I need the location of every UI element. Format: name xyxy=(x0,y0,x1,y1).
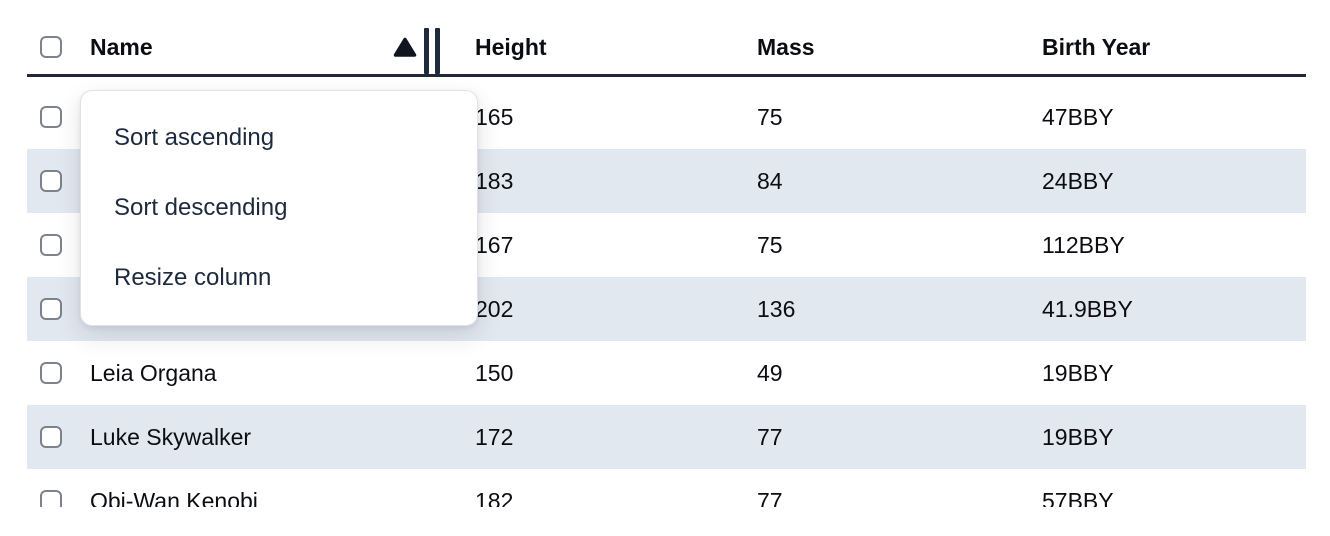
column-header-menu: Sort ascending Sort descending Resize co… xyxy=(80,90,478,326)
table-row: Obi-Wan Kenobi 182 77 57BBY xyxy=(27,469,1306,507)
cell-height: 172 xyxy=(475,423,514,450)
menu-item-sort-descending[interactable]: Sort descending xyxy=(114,194,288,221)
cell-height: 182 xyxy=(475,487,514,508)
row-checkbox[interactable] xyxy=(40,298,62,320)
sort-ascending-icon[interactable] xyxy=(393,37,417,57)
table-row: Luke Skywalker 172 77 19BBY xyxy=(27,405,1306,469)
cell-name: Leia Organa xyxy=(90,359,217,386)
resize-bar xyxy=(424,28,429,74)
cell-mass: 75 xyxy=(757,231,783,258)
table-header-row: Name Height Mass Birth Year xyxy=(27,20,1306,77)
cell-birth-year: 41.9BBY xyxy=(1042,295,1133,322)
header-select-cell xyxy=(27,36,80,58)
table-row: 165 75 47BBY xyxy=(27,85,1306,149)
cell-mass: 136 xyxy=(757,295,796,322)
menu-item-sort-ascending[interactable]: Sort ascending xyxy=(114,124,275,151)
cell-height: 167 xyxy=(475,231,514,258)
select-all-checkbox[interactable] xyxy=(40,36,62,58)
table-row: 167 75 112BBY xyxy=(27,213,1306,277)
column-header-birth-year[interactable]: Birth Year xyxy=(1042,33,1151,60)
menu-item-resize-column[interactable]: Resize column xyxy=(114,264,272,291)
cell-birth-year: 112BBY xyxy=(1042,231,1125,258)
table-row: Leia Organa 150 49 19BBY xyxy=(27,341,1306,405)
row-checkbox[interactable] xyxy=(40,426,62,448)
row-checkbox[interactable] xyxy=(40,170,62,192)
cell-birth-year: 57BBY xyxy=(1042,487,1114,508)
column-header-name[interactable]: Name xyxy=(80,20,445,74)
cell-mass: 49 xyxy=(757,359,783,386)
cell-name: Obi-Wan Kenobi xyxy=(90,487,258,508)
cell-height: 150 xyxy=(475,359,514,386)
row-checkbox[interactable] xyxy=(40,234,62,256)
row-checkbox[interactable] xyxy=(40,362,62,384)
cell-height: 202 xyxy=(475,295,514,322)
column-header-label: Name xyxy=(90,33,153,60)
cell-name: Luke Skywalker xyxy=(90,423,252,450)
cell-birth-year: 47BBY xyxy=(1042,103,1114,130)
row-checkbox[interactable] xyxy=(40,490,62,507)
cell-birth-year: 19BBY xyxy=(1042,423,1114,450)
cell-height: 165 xyxy=(475,103,514,130)
cell-mass: 77 xyxy=(757,487,783,508)
cell-birth-year: 24BBY xyxy=(1042,167,1114,194)
cell-mass: 77 xyxy=(757,423,783,450)
column-header-mass[interactable]: Mass xyxy=(757,33,815,60)
cell-mass: 84 xyxy=(757,167,783,194)
column-resize-handle-icon[interactable] xyxy=(424,28,440,74)
cell-birth-year: 19BBY xyxy=(1042,359,1114,386)
cell-mass: 75 xyxy=(757,103,783,130)
row-checkbox[interactable] xyxy=(40,106,62,128)
cell-height: 183 xyxy=(475,167,514,194)
resize-bar xyxy=(435,28,440,74)
column-header-height[interactable]: Height xyxy=(475,33,547,60)
